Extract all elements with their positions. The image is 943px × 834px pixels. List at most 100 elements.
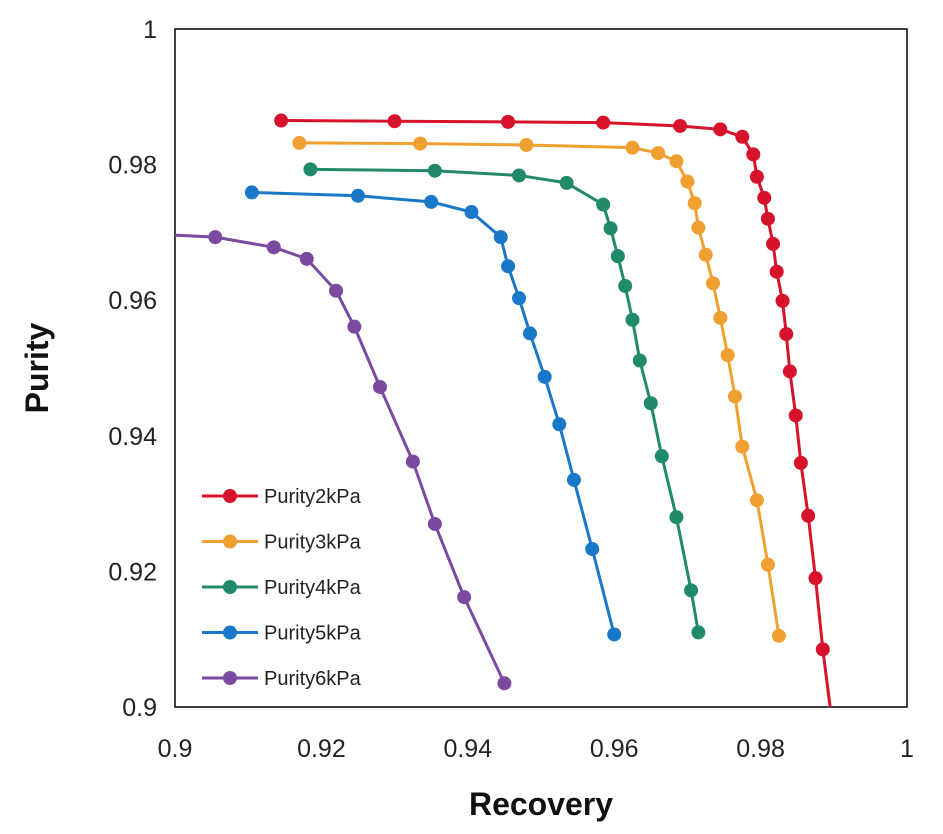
legend: Purity2kPa Purity3kPa Purity4kPa Purity5kPa… <box>202 486 362 690</box>
series-Purity3kPa <box>292 135 786 643</box>
legend-label: Purity4kPa <box>264 577 362 599</box>
data-point <box>779 327 794 342</box>
data-point <box>537 369 552 384</box>
legend-marker <box>223 580 237 594</box>
data-point <box>585 542 600 557</box>
data-point <box>691 625 706 640</box>
x-axis-title: Recovery <box>469 786 613 822</box>
data-point <box>651 146 666 161</box>
x-tick-label: 0.98 <box>736 735 785 763</box>
data-point <box>493 230 508 245</box>
data-point <box>497 676 512 691</box>
data-point <box>501 114 516 129</box>
data-point <box>208 230 223 245</box>
data-point <box>303 162 318 177</box>
data-point <box>698 247 713 262</box>
data-point <box>766 236 781 251</box>
data-point <box>782 364 797 379</box>
data-point <box>669 510 684 525</box>
legend-marker <box>223 671 237 685</box>
data-point <box>788 408 803 423</box>
data-point <box>607 627 622 642</box>
data-point <box>372 379 387 394</box>
x-tick-label: 0.9 <box>158 735 193 763</box>
data-point <box>632 353 647 368</box>
data-point <box>427 516 442 531</box>
data-point <box>427 163 442 178</box>
legend-item: Purity5kPa <box>202 623 362 645</box>
data-point <box>559 175 574 190</box>
data-point <box>706 276 721 291</box>
data-point <box>749 169 764 184</box>
data-point <box>625 140 640 155</box>
data-point <box>735 439 750 454</box>
y-tick-label: 0.96 <box>108 287 157 315</box>
data-point <box>815 642 830 657</box>
data-point <box>266 240 281 255</box>
data-point <box>292 135 307 150</box>
legend-item: Purity4kPa <box>202 577 362 599</box>
data-point <box>610 249 625 264</box>
legend-marker <box>223 625 237 640</box>
series-Purity2kPa <box>274 113 832 708</box>
data-point <box>457 590 472 605</box>
data-point <box>801 508 816 523</box>
x-tick-label: 0.94 <box>443 735 492 763</box>
data-point <box>727 389 742 404</box>
x-tick-label: 0.92 <box>297 735 346 763</box>
x-tick-label: 1 <box>900 735 914 763</box>
y-tick-label: 0.92 <box>108 558 157 586</box>
data-point <box>347 319 362 334</box>
legend-label: Purity6kPa <box>264 668 362 690</box>
data-point <box>625 312 640 327</box>
data-point <box>713 122 728 137</box>
y-tick-label: 0.94 <box>108 423 157 451</box>
data-point <box>512 291 527 306</box>
legend-label: Purity3kPa <box>264 532 362 554</box>
data-point <box>244 185 259 200</box>
legend-item: Purity2kPa <box>202 486 362 508</box>
y-tick-label: 0.9 <box>122 694 157 722</box>
legend-item: Purity3kPa <box>202 532 362 554</box>
series-layer <box>174 113 832 708</box>
x-axis-ticks: 0.9 0.92 0.94 0.96 0.98 1 <box>158 735 914 763</box>
data-point <box>603 221 618 236</box>
y-tick-label: 0.98 <box>108 152 157 180</box>
data-point <box>618 278 633 293</box>
legend-item: Purity6kPa <box>202 668 362 690</box>
data-point <box>351 188 365 203</box>
data-point <box>775 293 790 308</box>
data-point <box>654 449 669 464</box>
legend-marker <box>223 489 237 503</box>
data-point <box>552 417 567 432</box>
data-point <box>684 583 699 598</box>
data-point <box>523 326 538 341</box>
legend-label: Purity2kPa <box>264 486 362 508</box>
data-point <box>566 472 581 487</box>
data-point <box>735 129 750 144</box>
data-point <box>464 205 479 220</box>
data-point <box>596 197 611 212</box>
data-point <box>501 259 516 274</box>
legend-marker <box>223 534 237 549</box>
data-point <box>669 154 684 169</box>
data-point <box>424 194 439 209</box>
data-point <box>749 493 764 508</box>
data-point <box>691 220 706 235</box>
data-point <box>413 136 428 151</box>
legend-label: Purity5kPa <box>264 623 362 645</box>
data-point <box>519 137 534 152</box>
y-tick-label: 1 <box>143 16 157 44</box>
series-Purity5kPa <box>244 185 622 642</box>
y-axis-title: Purity <box>19 322 55 413</box>
data-point <box>329 283 344 298</box>
data-point <box>720 348 735 363</box>
x-tick-label: 0.96 <box>590 735 639 763</box>
series-line <box>281 119 832 708</box>
data-point <box>746 147 761 162</box>
data-point <box>405 454 420 469</box>
series-Purity6kPa <box>174 230 512 691</box>
y-axis-ticks: 0.9 0.92 0.94 0.96 0.98 1 <box>108 16 157 722</box>
data-point <box>673 118 688 133</box>
